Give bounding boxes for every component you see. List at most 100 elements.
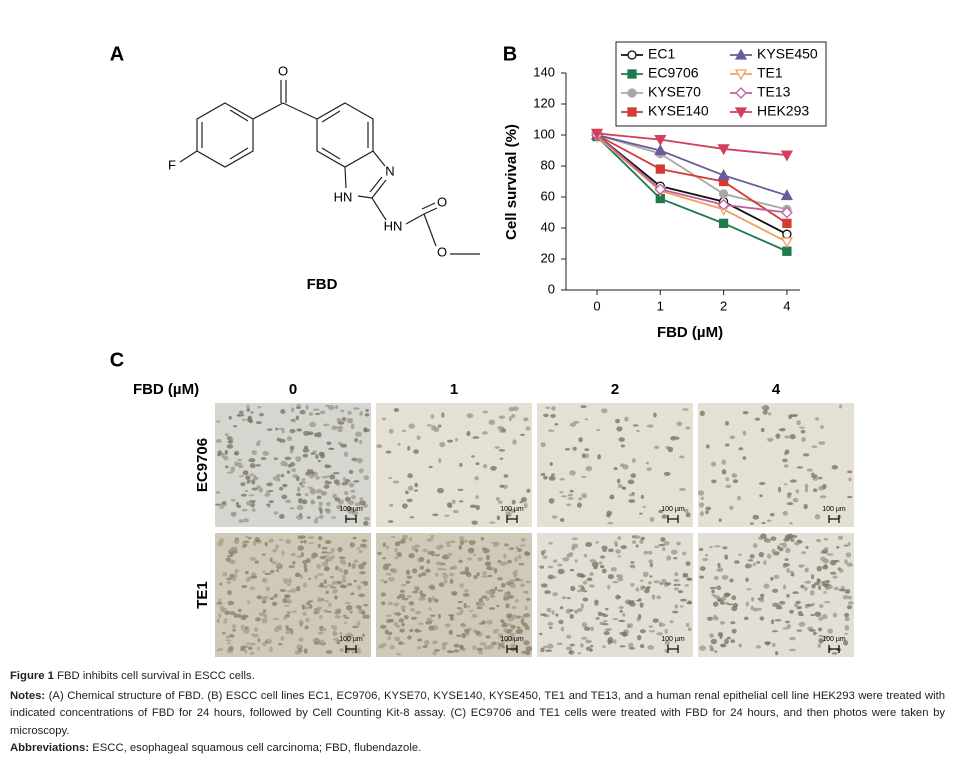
cell: [630, 582, 635, 587]
cell: [275, 544, 279, 550]
cell: [618, 619, 626, 623]
cell: [822, 558, 830, 564]
cell: [353, 559, 359, 564]
cell: [431, 550, 435, 557]
cell: [348, 469, 354, 475]
cell: [809, 590, 815, 596]
cell: [319, 582, 324, 588]
cell: [805, 545, 809, 549]
cell: [823, 537, 829, 541]
micrograph: 100 µm: [215, 403, 371, 527]
cell: [651, 594, 656, 600]
cell: [477, 557, 483, 562]
cell: [412, 568, 418, 574]
cell: [344, 601, 351, 605]
figure: A O F N HN HN O O FBD B FBD (µM) Cell su…: [110, 41, 854, 657]
scale-bar-label: 100 µm: [661, 636, 685, 643]
cell: [342, 483, 346, 486]
cell: [303, 648, 308, 654]
cell: [262, 451, 270, 456]
cell: [506, 618, 514, 622]
cell: [711, 589, 715, 594]
cell: [226, 577, 233, 581]
cell: [324, 539, 332, 545]
cell: [291, 468, 296, 473]
cell: [310, 499, 315, 505]
cell: [698, 547, 704, 552]
cell: [709, 586, 716, 590]
cell: [323, 567, 330, 571]
cell: [305, 617, 310, 623]
cell: [557, 568, 565, 575]
cell: [401, 597, 409, 601]
cell: [308, 604, 313, 609]
cell: [227, 440, 233, 444]
cell: [619, 645, 626, 648]
cell: [734, 560, 740, 564]
cell: [658, 543, 666, 547]
cell: [409, 628, 414, 633]
cell: [327, 584, 334, 587]
cell: [547, 429, 555, 433]
cell: [457, 488, 464, 491]
cell: [732, 479, 739, 484]
cell: [271, 601, 278, 607]
cell: [251, 479, 256, 485]
cell: [282, 578, 289, 583]
cell: [382, 564, 390, 571]
cell: [456, 607, 462, 610]
cell: [279, 486, 284, 491]
cell: [385, 618, 392, 624]
cell: [422, 645, 428, 649]
cell: [364, 413, 370, 417]
cell: [818, 638, 824, 644]
cell: [682, 551, 687, 556]
cell: [297, 497, 303, 504]
cell: [569, 643, 575, 647]
cell: [649, 575, 653, 578]
cell: [319, 410, 326, 415]
cell: [281, 428, 285, 434]
cell: [248, 646, 253, 651]
cell: [770, 536, 777, 541]
cell: [387, 601, 393, 606]
cell: [350, 489, 356, 493]
cell: [385, 545, 390, 550]
y-axis-label: Cell survival (%): [503, 124, 520, 240]
cell: [742, 430, 747, 436]
cell: [317, 573, 324, 576]
cell: [602, 623, 609, 626]
cell: [434, 598, 439, 603]
cell: [405, 580, 411, 584]
cell: [616, 478, 621, 484]
cell: [401, 503, 408, 509]
cell: [496, 515, 501, 521]
cell: [719, 633, 723, 639]
cell: [676, 541, 681, 546]
y-tick-label: 40: [541, 219, 555, 234]
cell: [728, 505, 734, 511]
cell: [276, 569, 280, 573]
cell: [673, 578, 680, 582]
cell: [385, 450, 392, 454]
cell: [499, 457, 504, 460]
cell: [600, 555, 606, 559]
cell: [295, 406, 302, 409]
cell: [449, 578, 454, 584]
cell: [540, 583, 548, 588]
cell: [318, 506, 322, 510]
cell: [640, 494, 645, 499]
cell: [676, 421, 683, 427]
cell: [277, 478, 281, 482]
cell: [229, 573, 235, 579]
cell: [406, 595, 412, 599]
cell: [589, 648, 593, 653]
cell: [327, 551, 333, 555]
y-tick-label: 140: [533, 64, 555, 79]
scale-bar: [828, 515, 840, 523]
cell: [725, 484, 732, 488]
cell: [627, 479, 635, 485]
cell: [261, 577, 268, 583]
cell: [248, 536, 252, 540]
cell: [261, 641, 267, 647]
